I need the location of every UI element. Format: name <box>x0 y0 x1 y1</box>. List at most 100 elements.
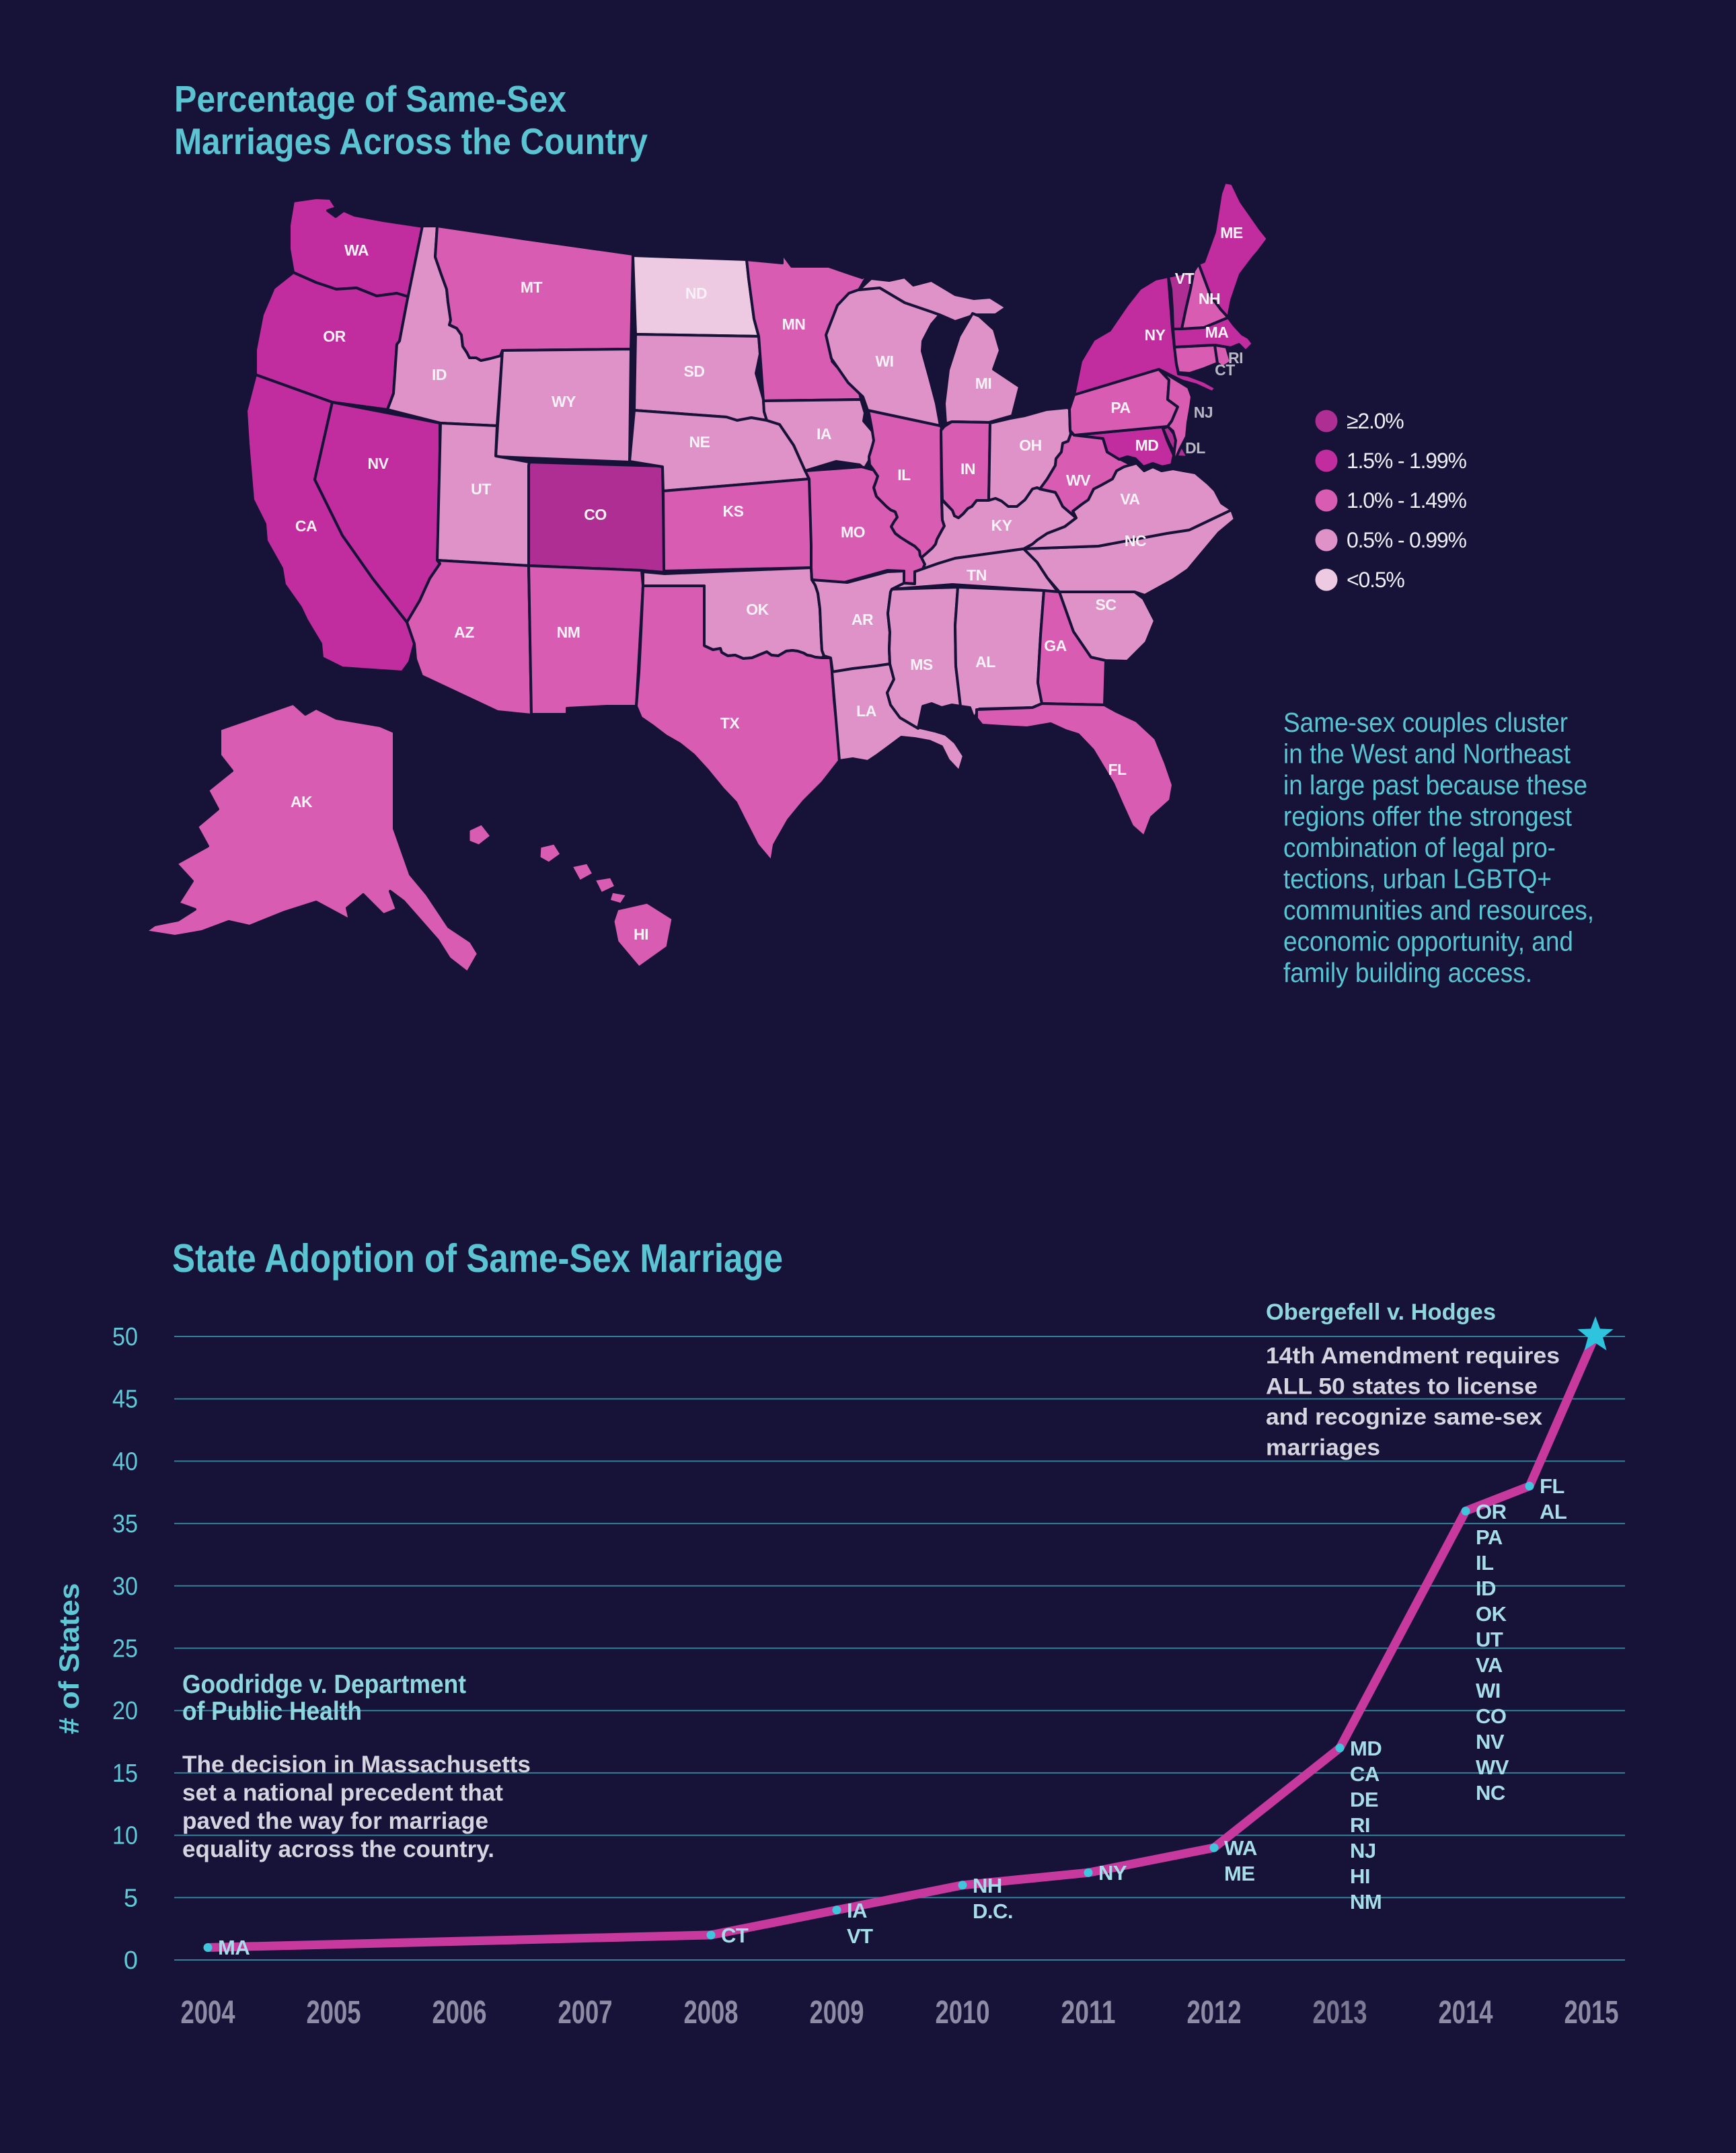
svg-text:2015: 2015 <box>1564 1995 1619 2031</box>
svg-text:UT: UT <box>1476 1628 1503 1651</box>
svg-text:KY: KY <box>991 517 1012 534</box>
svg-text:WY: WY <box>552 393 576 410</box>
svg-text:NV: NV <box>1476 1730 1505 1753</box>
svg-text:IN: IN <box>960 460 975 478</box>
svg-text:CT: CT <box>1215 361 1235 379</box>
svg-text:CO: CO <box>1476 1704 1507 1728</box>
svg-text:GA: GA <box>1044 637 1067 654</box>
svg-text:MD: MD <box>1350 1737 1382 1760</box>
svg-text:PA: PA <box>1110 399 1130 416</box>
svg-text:LA: LA <box>856 702 876 720</box>
svg-text:CO: CO <box>584 506 607 523</box>
svg-text:MA: MA <box>1205 324 1229 341</box>
svg-text:in large past because these: in large past because these <box>1283 769 1587 800</box>
svg-text:45: 45 <box>112 1386 138 1414</box>
svg-text:SC: SC <box>1096 596 1117 613</box>
svg-text:MI: MI <box>975 375 992 392</box>
svg-text:UT: UT <box>471 480 491 498</box>
svg-text:20: 20 <box>112 1697 138 1725</box>
svg-text:HI: HI <box>634 926 648 943</box>
svg-text:CT: CT <box>721 1924 749 1947</box>
svg-text:WI: WI <box>1476 1679 1501 1702</box>
svg-text:5: 5 <box>124 1884 138 1912</box>
svg-text:WV: WV <box>1066 471 1091 489</box>
svg-text:2010: 2010 <box>936 1995 990 2031</box>
svg-text:WI: WI <box>875 352 893 370</box>
svg-text:equality across the country.: equality across the country. <box>182 1836 494 1862</box>
svg-text:marriages: marriages <box>1266 1435 1380 1461</box>
svg-text:tections, urban LGBTQ+: tections, urban LGBTQ+ <box>1283 864 1552 895</box>
svg-text:IA: IA <box>847 1899 867 1922</box>
svg-text:TN: TN <box>967 566 987 584</box>
svg-text:50: 50 <box>112 1323 138 1351</box>
svg-text:MT: MT <box>521 278 543 296</box>
svg-text:MO: MO <box>841 523 865 541</box>
svg-text:FL: FL <box>1540 1474 1564 1498</box>
svg-text:OR: OR <box>1476 1500 1507 1523</box>
svg-text:OK: OK <box>746 601 769 618</box>
svg-text:PA: PA <box>1476 1525 1503 1549</box>
svg-text:NY: NY <box>1145 326 1166 344</box>
svg-text:40: 40 <box>112 1447 138 1476</box>
svg-text:NM: NM <box>557 624 580 641</box>
svg-text:WA: WA <box>1224 1836 1257 1860</box>
svg-text:Obergefell v. Hodges: Obergefell v. Hodges <box>1266 1299 1496 1325</box>
svg-text:MS: MS <box>910 656 933 673</box>
svg-text:IL: IL <box>897 466 911 484</box>
svg-text:NJ: NJ <box>1350 1839 1376 1862</box>
svg-text:Goodridge v. Department: Goodridge v. Department <box>182 1670 466 1699</box>
svg-text:2008: 2008 <box>684 1995 739 2031</box>
svg-text:ID: ID <box>432 366 447 383</box>
svg-text:Percentage of Same-Sex: Percentage of Same-Sex <box>174 78 566 120</box>
svg-text:regions offer the strongest: regions offer the strongest <box>1283 801 1573 832</box>
svg-text:ME: ME <box>1224 1862 1255 1885</box>
svg-text:and recognize same-sex: and recognize same-sex <box>1266 1404 1542 1430</box>
svg-text:RI: RI <box>1228 349 1243 367</box>
svg-text:<0.5%: <0.5% <box>1347 568 1404 592</box>
svg-text:NC: NC <box>1125 532 1146 550</box>
svg-text:in the West and Northeast: in the West and Northeast <box>1283 739 1571 769</box>
svg-text:14th Amendment requires: 14th Amendment requires <box>1266 1343 1560 1369</box>
svg-text:AL: AL <box>975 653 995 671</box>
svg-text:combination of legal pro-: combination of legal pro- <box>1283 832 1556 863</box>
svg-text:2012: 2012 <box>1187 1995 1242 2031</box>
svg-text:# of States: # of States <box>53 1583 85 1735</box>
svg-text:2007: 2007 <box>558 1995 613 2031</box>
svg-text:WV: WV <box>1476 1755 1509 1779</box>
svg-text:DL: DL <box>1185 439 1205 457</box>
svg-text:OK: OK <box>1476 1602 1507 1626</box>
svg-text:WA: WA <box>344 241 369 259</box>
svg-text:set a national precedent that: set a national precedent that <box>182 1780 503 1806</box>
svg-text:CA: CA <box>1350 1762 1380 1786</box>
svg-text:D.C.: D.C. <box>973 1899 1013 1923</box>
svg-text:of Public Health: of Public Health <box>182 1697 362 1726</box>
svg-text:economic opportunity, and: economic opportunity, and <box>1283 926 1573 957</box>
svg-text:communities and resources,: communities and resources, <box>1283 895 1594 926</box>
svg-text:0.5% - 0.99%: 0.5% - 0.99% <box>1347 528 1466 552</box>
svg-text:ID: ID <box>1476 1577 1496 1600</box>
svg-text:KS: KS <box>723 502 744 520</box>
svg-text:DE: DE <box>1350 1788 1378 1811</box>
svg-text:OH: OH <box>1019 437 1042 454</box>
svg-text:2014: 2014 <box>1439 1995 1493 2031</box>
svg-text:2006: 2006 <box>432 1995 487 2031</box>
svg-text:ND: ND <box>685 285 707 302</box>
svg-text:15: 15 <box>112 1760 138 1788</box>
svg-text:State Adoption of Same-Sex Mar: State Adoption of Same-Sex Marriage <box>172 1236 783 1281</box>
svg-text:IL: IL <box>1476 1551 1494 1575</box>
svg-text:2005: 2005 <box>307 1995 361 2031</box>
svg-text:AZ: AZ <box>454 624 474 641</box>
svg-text:ALL 50 states to license: ALL 50 states to license <box>1266 1374 1538 1400</box>
svg-text:ME: ME <box>1220 224 1243 241</box>
svg-text:VA: VA <box>1120 490 1139 508</box>
svg-text:paved the way for marriage: paved the way for marriage <box>182 1808 488 1834</box>
svg-text:2004: 2004 <box>181 1995 235 2031</box>
svg-text:35: 35 <box>112 1510 138 1538</box>
svg-text:25: 25 <box>112 1635 138 1663</box>
svg-text:2009: 2009 <box>810 1995 864 2031</box>
svg-text:VT: VT <box>1175 270 1195 287</box>
svg-text:RI: RI <box>1350 1813 1370 1837</box>
svg-text:Same-sex couples cluster: Same-sex couples cluster <box>1283 707 1568 738</box>
svg-text:2011: 2011 <box>1061 1995 1116 2031</box>
svg-text:AR: AR <box>852 611 874 628</box>
